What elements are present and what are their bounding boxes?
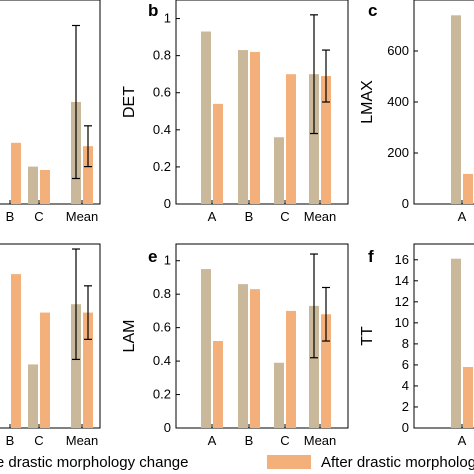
bar: [286, 74, 296, 204]
x-tick-label: B: [6, 209, 15, 224]
y-tick-label: 0.8: [153, 48, 171, 63]
bar: [28, 364, 38, 428]
legend-label-after: After drastic morphology change: [321, 454, 474, 471]
bar: [238, 50, 248, 205]
bar: [83, 146, 93, 204]
plot-frame: [413, 0, 474, 205]
y-axis-label: TT: [359, 326, 376, 346]
bar: [451, 15, 461, 204]
y-tick-label: 0.8: [153, 286, 171, 301]
bar: [40, 170, 50, 204]
plot-frame: [175, 243, 349, 429]
panel-e: e 0 0.2 0.4 0.6 0.8 1 LAM A B C Mean: [121, 243, 349, 448]
bar: [274, 137, 284, 204]
bar: [250, 51, 260, 204]
y-tick-label: 16: [395, 252, 409, 267]
y-tick-label: 200: [387, 145, 409, 160]
panel-label-f: f: [368, 247, 374, 266]
y-axis-label: LAM: [121, 320, 138, 353]
y-tick-label: 0.6: [153, 320, 171, 335]
bar: [213, 103, 223, 204]
bar: [40, 312, 50, 428]
bar: [201, 269, 211, 428]
legend: Before drastic morphology change After d…: [0, 454, 474, 471]
y-axis-label: DET: [121, 86, 138, 118]
x-tick-label: A: [458, 209, 467, 224]
bar: [451, 258, 461, 428]
y-tick-label: 0: [164, 420, 171, 435]
y-tick-label: 6: [402, 357, 409, 372]
y-tick-label: 0: [402, 420, 409, 435]
x-tick-label: B: [6, 433, 15, 448]
bar: [463, 173, 473, 204]
x-tick-label: C: [280, 209, 289, 224]
y-tick-label: 4: [402, 378, 409, 393]
x-tick-label: A: [208, 433, 217, 448]
bar: [309, 305, 319, 428]
panels: aABCMeanb00.20.40.60.81DETABCMeanc020040…: [0, 0, 474, 448]
y-tick-label: 14: [395, 273, 409, 288]
bar: [28, 166, 38, 204]
bar: [213, 341, 223, 428]
bar: [274, 362, 284, 428]
x-tick-label: C: [280, 433, 289, 448]
bar: [463, 367, 473, 428]
bar: [309, 74, 319, 204]
y-tick-label: 0: [164, 196, 171, 211]
x-tick-label: Mean: [66, 209, 99, 224]
legend-label-before: Before drastic morphology change: [0, 454, 188, 471]
bar: [321, 314, 331, 428]
bar: [286, 310, 296, 428]
y-tick-label: 1: [164, 11, 171, 26]
x-tick-label: B: [245, 433, 254, 448]
panel-a: aABCMean: [0, 0, 101, 224]
x-tick-label: Mean: [66, 433, 99, 448]
y-tick-label: 0.6: [153, 85, 171, 100]
y-tick-label: 0.2: [153, 387, 171, 402]
y-tick-label: 400: [387, 94, 409, 109]
x-tick-label: B: [245, 209, 254, 224]
x-tick-label: Mean: [304, 433, 337, 448]
panel-label-b: b: [148, 1, 158, 20]
bar: [201, 31, 211, 205]
y-tick-label: 0.4: [153, 122, 171, 137]
panel-label-e: e: [148, 247, 157, 266]
panel-b: b 0 0.2 0.4 0.6 0.8 1 DET A B C Mean: [121, 0, 349, 224]
y-tick-label: 10: [395, 315, 409, 330]
y-tick-label: 600: [387, 43, 409, 58]
y-tick-label: 12: [395, 294, 409, 309]
bar: [250, 289, 260, 428]
x-tick-label: C: [34, 209, 43, 224]
y-tick-label: 8: [402, 336, 409, 351]
x-tick-label: A: [458, 433, 467, 448]
bar: [71, 304, 81, 428]
legend-swatch-after: [267, 455, 311, 469]
panel-d: dABCMean: [0, 243, 101, 448]
bar: [11, 142, 21, 204]
panel-label-c: c: [368, 1, 377, 20]
bar: [238, 284, 248, 428]
x-tick-label: C: [34, 433, 43, 448]
bar: [321, 76, 331, 204]
x-tick-label: Mean: [304, 209, 337, 224]
y-tick-label: 0.2: [153, 159, 171, 174]
y-tick-label: 2: [402, 399, 409, 414]
panel-f: f0246810121416TTABCMean: [359, 243, 474, 448]
x-tick-label: A: [208, 209, 217, 224]
y-tick-label: 0: [402, 196, 409, 211]
y-axis-label: LMAX: [359, 80, 376, 124]
bar: [83, 312, 93, 428]
plot-frame: [175, 0, 349, 205]
bar: [11, 274, 21, 428]
y-tick-label: 0.4: [153, 353, 171, 368]
y-tick-label: 1: [164, 253, 171, 268]
